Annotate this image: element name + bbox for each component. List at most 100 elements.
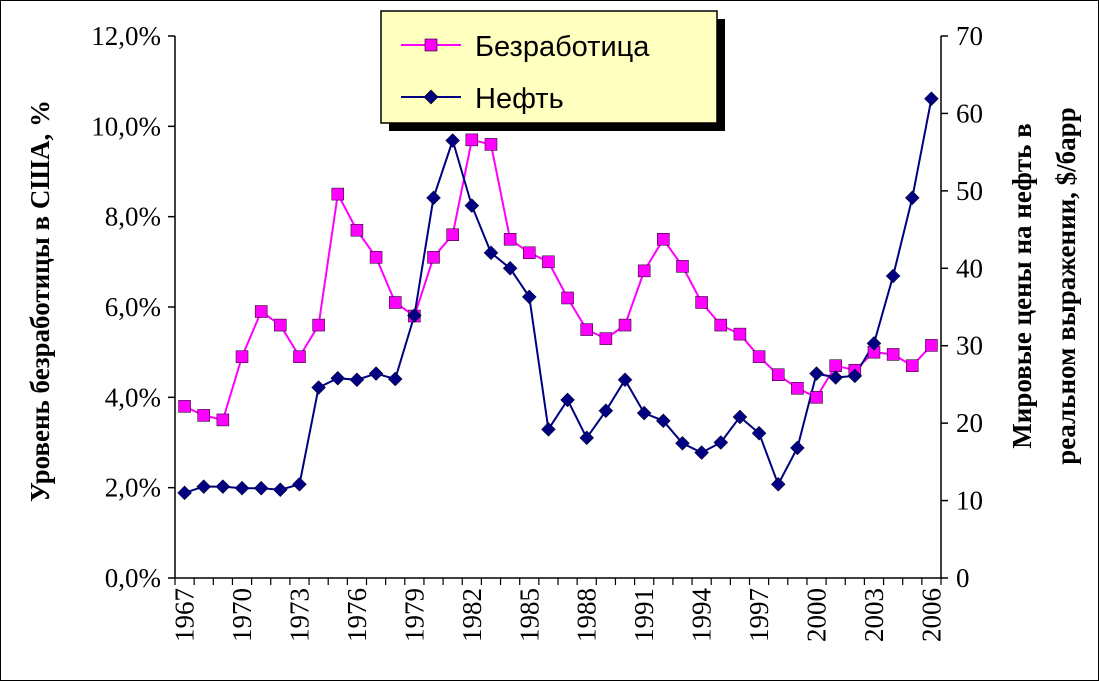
- data-point-unemployment: [178, 400, 191, 413]
- y-axis-left-label: Уровень безработицы в США, %: [25, 100, 55, 502]
- data-point-oil: [292, 476, 307, 492]
- tick-labels: 0,0% 2,0% 4,0% 6,0% 8,0% 10,0% 12,0% 0 10 20 30 40 5…: [91, 21, 983, 642]
- x-tick-label: 1979: [399, 588, 429, 642]
- data-point-unemployment: [388, 296, 402, 309]
- data-point-oil: [770, 476, 786, 492]
- y-left-tick-label: 10,0%: [91, 111, 161, 141]
- data-point-unemployment: [810, 391, 823, 404]
- y-right-tick-label: 40: [956, 253, 983, 283]
- x-tick-label: 1991: [629, 588, 659, 642]
- data-point-unemployment: [465, 133, 479, 147]
- data-point-oil: [655, 413, 671, 429]
- y-right-tick-label: 60: [956, 98, 983, 128]
- x-tick-label: 1985: [514, 588, 544, 642]
- data-point-oil: [234, 480, 250, 496]
- data-point-oil: [311, 380, 326, 395]
- legend-marker-oil: [423, 89, 439, 105]
- data-point-oil: [541, 421, 556, 437]
- data-point-oil: [790, 440, 805, 456]
- y-left-tick-label: 6,0%: [105, 292, 161, 322]
- series-line-oil: [184, 98, 933, 494]
- axes: [168, 35, 948, 585]
- data-point-unemployment: [886, 348, 900, 361]
- data-point-unemployment: [580, 323, 593, 336]
- data-point-oil: [502, 260, 518, 276]
- data-point-unemployment: [331, 187, 345, 201]
- data-point-unemployment: [791, 382, 804, 395]
- data-point-oil: [407, 308, 422, 323]
- data-point-oil: [560, 392, 575, 408]
- x-tick-label: 1970: [227, 588, 257, 642]
- data-point-oil: [387, 371, 403, 387]
- data-point-oil: [713, 435, 729, 450]
- data-point-unemployment: [446, 228, 459, 241]
- data-point-oil: [847, 368, 863, 384]
- y-left-tick-label: 0,0%: [105, 563, 161, 593]
- data-point-unemployment: [216, 413, 230, 427]
- data-point-oil: [885, 268, 901, 284]
- data-point-oil: [272, 482, 288, 498]
- data-point-unemployment: [752, 350, 766, 363]
- data-point-unemployment: [484, 138, 498, 151]
- y-right-tick-label: 70: [956, 21, 983, 51]
- data-point-unemployment: [293, 350, 306, 363]
- data-point-oil: [675, 435, 690, 451]
- data-point-oil: [598, 403, 614, 419]
- legend-label-unemployment: Безработица: [475, 31, 650, 63]
- x-tick-label: 2006: [916, 588, 946, 642]
- data-point-unemployment: [561, 291, 574, 305]
- x-tick-label: 1976: [342, 588, 372, 642]
- y-right-tick-label: 30: [956, 331, 983, 361]
- data-point-oil: [426, 190, 441, 206]
- data-point-unemployment: [637, 264, 651, 278]
- y-axis-right-label-line-1: Мировые цены на нефть в: [1007, 123, 1037, 448]
- y-left-tick-label: 2,0%: [105, 473, 161, 503]
- data-point-oil: [809, 366, 824, 381]
- data-point-oil: [196, 479, 212, 494]
- data-point-oil: [924, 91, 939, 107]
- data-point-unemployment: [427, 251, 440, 264]
- y-left-tick-label: 12,0%: [91, 21, 161, 51]
- y-right-tick-label: 20: [956, 408, 983, 438]
- data-point-unemployment: [254, 305, 268, 318]
- data-point-oil: [579, 430, 595, 446]
- data-point-oil: [732, 409, 748, 425]
- series-line-unemployment: [184, 138, 933, 422]
- series-lines: [184, 98, 933, 494]
- data-point-oil: [866, 336, 882, 351]
- data-point-oil: [617, 372, 633, 388]
- data-point-oil: [349, 372, 365, 388]
- data-point-unemployment: [235, 350, 249, 363]
- legend-marker-unemployment: [424, 38, 438, 52]
- data-point-unemployment: [714, 318, 728, 332]
- data-point-unemployment: [599, 332, 613, 345]
- data-point-oil: [464, 198, 480, 213]
- x-tick-label: 1973: [284, 588, 314, 642]
- data-point-oil: [253, 480, 269, 496]
- data-point-unemployment: [542, 255, 555, 269]
- data-point-unemployment: [657, 233, 670, 246]
- data-point-unemployment: [618, 318, 632, 332]
- data-point-oil: [828, 370, 844, 385]
- data-point-unemployment: [350, 223, 364, 237]
- x-tick-label: 2000: [802, 588, 832, 642]
- y-right-tick-label: 10: [956, 486, 983, 516]
- data-point-oil: [521, 289, 537, 305]
- data-point-oil: [368, 366, 384, 381]
- x-tick-label: 1967: [170, 588, 200, 642]
- data-point-unemployment: [771, 368, 785, 381]
- y-left-tick-label: 8,0%: [105, 202, 161, 232]
- x-tick-label: 1994: [687, 588, 717, 643]
- data-point-unemployment: [829, 359, 842, 372]
- data-point-oil: [215, 479, 231, 494]
- legend-box: [380, 10, 718, 124]
- data-point-oil: [904, 190, 920, 206]
- y-right-tick-label: 50: [956, 176, 983, 206]
- x-tick-label: 1988: [572, 588, 602, 642]
- data-point-unemployment: [369, 251, 383, 264]
- legend-label-oil: Нефть: [475, 83, 564, 115]
- data-point-unemployment: [312, 318, 325, 332]
- x-tick-label: 1997: [744, 588, 774, 642]
- data-point-oil: [636, 405, 652, 421]
